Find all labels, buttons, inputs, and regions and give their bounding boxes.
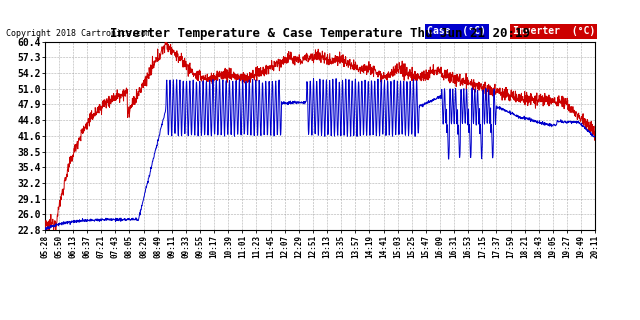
Text: Case  (°C): Case (°C) — [428, 26, 486, 36]
Text: Inverter  (°C): Inverter (°C) — [513, 26, 595, 36]
Text: Copyright 2018 Cartronics.com: Copyright 2018 Cartronics.com — [6, 29, 152, 38]
Title: Inverter Temperature & Case Temperature Thu Jun 21 20:19: Inverter Temperature & Case Temperature … — [110, 28, 530, 40]
